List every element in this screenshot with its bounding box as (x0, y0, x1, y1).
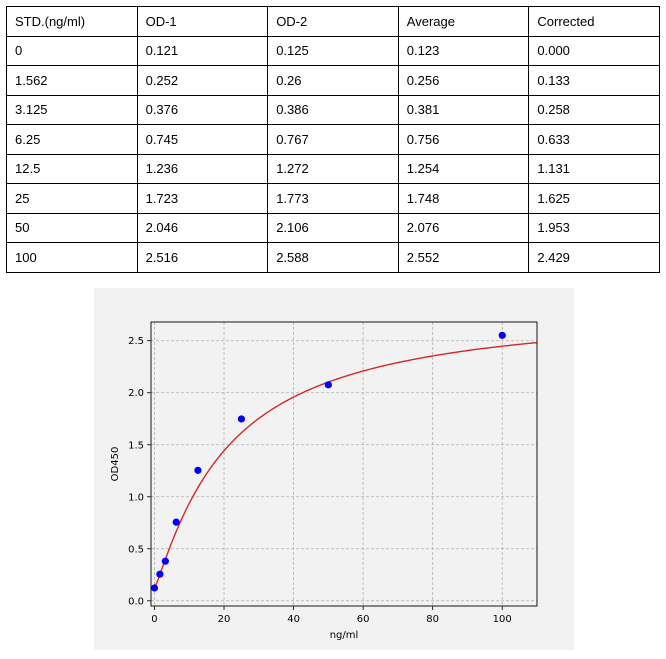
x-tick-label: 40 (287, 614, 300, 625)
y-tick-label: 0.5 (128, 544, 144, 555)
column-header: OD-2 (267, 6, 399, 37)
y-axis-title: OD450 (110, 447, 121, 482)
table-cell: 2.076 (397, 212, 530, 243)
table-cell: 25 (6, 183, 138, 214)
data-point (498, 331, 506, 339)
data-point (172, 518, 180, 526)
table-header-row: STD.(ng/ml) OD-1 OD-2 Average Corrected (6, 6, 660, 37)
table-cell: 0.767 (267, 124, 399, 155)
table-cell: 2.429 (528, 242, 660, 273)
table-row: 3.125 0.376 0.386 0.381 0.258 (6, 94, 660, 125)
data-point (324, 381, 332, 389)
table-cell: 2.046 (136, 212, 269, 243)
x-tick-label: 20 (218, 614, 231, 625)
y-tick-label: 1.0 (128, 492, 144, 503)
column-header: STD.(ng/ml) (6, 6, 138, 37)
table-cell: 1.625 (528, 183, 660, 214)
y-tick-label: 1.5 (128, 440, 144, 451)
table-cell: 1.953 (528, 212, 660, 243)
table-cell: 0.125 (267, 35, 399, 66)
table-row: 12.5 1.236 1.272 1.254 1.131 (6, 153, 660, 184)
table-row: 100 2.516 2.588 2.552 2.429 (6, 242, 660, 273)
table-cell: 0.258 (528, 94, 660, 125)
table-cell: 1.131 (528, 153, 660, 184)
data-point (161, 557, 169, 565)
plot-frame (150, 321, 538, 607)
column-header: Corrected (528, 6, 660, 37)
data-point (156, 570, 164, 578)
table-cell: 0.121 (136, 35, 269, 66)
data-point (237, 415, 246, 423)
data-point (194, 466, 202, 474)
table-cell: 0.633 (528, 124, 660, 155)
table-cell: 1.773 (267, 183, 399, 214)
table-cell: 0.376 (136, 94, 269, 125)
y-tick-label: 2.0 (128, 388, 144, 399)
x-tick-label: 0 (151, 614, 157, 625)
table-cell: 0.000 (528, 35, 660, 66)
table-cell: 0.123 (397, 35, 530, 66)
table-cell: 1.254 (397, 153, 530, 184)
table-cell: 1.723 (136, 183, 269, 214)
table-row: 0 0.121 0.125 0.123 0.000 (6, 35, 660, 66)
x-axis-title: ng/ml (330, 630, 359, 641)
table-cell: 1.562 (6, 65, 138, 96)
table-row: 1.562 0.252 0.26 0.256 0.133 (6, 65, 660, 96)
table-cell: 1.748 (397, 183, 530, 214)
table-cell: 1.236 (136, 153, 269, 184)
table-cell: 0.386 (267, 94, 399, 125)
table-cell: 0.256 (397, 65, 530, 96)
table-cell: 50 (6, 212, 138, 243)
column-header: Average (397, 6, 530, 37)
table-cell: 2.106 (267, 212, 399, 243)
table-cell: 2.552 (397, 242, 530, 273)
y-tick-label: 2.5 (128, 336, 144, 347)
table-cell: 2.588 (267, 242, 399, 273)
fit-curve (153, 341, 538, 589)
table-cell: 0.756 (397, 124, 530, 155)
data-point (150, 584, 159, 592)
table-cell: 12.5 (6, 153, 138, 184)
table-cell: 6.25 (6, 124, 138, 155)
fit-curve-layer (153, 341, 538, 589)
standard-curve-chart: 0 20 40 60 80 100 0.0 0.5 1.0 1.5 2.0 2.5 ng/ml OD4… (110, 321, 538, 641)
column-header: OD-1 (136, 6, 269, 37)
table-cell: 0.745 (136, 124, 269, 155)
standard-data-table: STD.(ng/ml) OD-1 OD-2 Average Corrected 0 0.1… (6, 6, 660, 273)
table-row: 6.25 0.745 0.767 0.756 0.633 (6, 124, 660, 155)
table-cell: 0.26 (267, 65, 399, 96)
x-tick-label: 100 (493, 614, 512, 625)
x-tick-label: 80 (426, 614, 439, 625)
x-tick-label: 60 (357, 614, 370, 625)
table-cell: 100 (6, 242, 138, 273)
grid (151, 322, 537, 606)
axis-ticks: 0 20 40 60 80 100 0.0 0.5 1.0 1.5 2.0 2.5 (128, 336, 512, 625)
y-tick-label: 0.0 (128, 596, 144, 607)
table-cell: 0.252 (136, 65, 269, 96)
table-cell: 1.272 (267, 153, 399, 184)
data-points (150, 331, 506, 592)
table-row: 50 2.046 2.106 2.076 1.953 (6, 212, 660, 243)
table-cell: 0 (6, 35, 138, 66)
table-cell: 0.133 (528, 65, 660, 96)
chart-panel: 0 20 40 60 80 100 0.0 0.5 1.0 1.5 2.0 2.5 ng/ml OD4… (94, 288, 574, 650)
table-cell: 2.516 (136, 242, 269, 273)
table-row: 25 1.723 1.773 1.748 1.625 (6, 183, 660, 214)
table-cell: 0.381 (397, 94, 530, 125)
table-cell: 3.125 (6, 94, 138, 125)
